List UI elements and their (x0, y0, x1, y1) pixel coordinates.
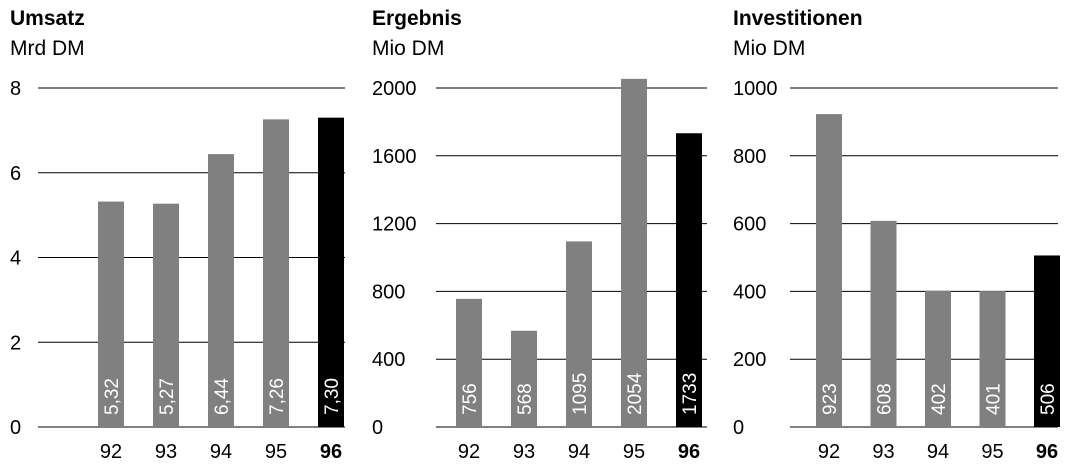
y-tick-label: 200 (733, 349, 766, 371)
bar (925, 290, 951, 427)
bar (153, 203, 179, 427)
bar (676, 133, 702, 427)
chart-1: Umsatz Mrd DM 0 2 4 6 8 5,32 92 5,27 93 6,44 94 7,26 9… (10, 7, 345, 463)
x-category-label: 96 (1036, 441, 1058, 463)
y-tick-label: 6 (10, 163, 21, 185)
y-tick-label: 2000 (372, 78, 417, 100)
x-category-label: 95 (623, 441, 645, 463)
bar (979, 291, 1006, 427)
bar-value-label: 6,44 (212, 378, 233, 415)
x-category-label: 93 (872, 441, 894, 463)
bar (98, 201, 124, 427)
bar-value-label: 2054 (625, 372, 646, 415)
bar-value-label: 402 (929, 383, 950, 415)
chart-title: Investitionen (733, 7, 863, 30)
bar (870, 220, 897, 427)
chart-title: Umsatz (10, 7, 85, 30)
bar (566, 241, 592, 427)
y-tick-label: 8 (10, 78, 21, 100)
x-category-label: 93 (155, 441, 177, 463)
bar-value-label: 7,30 (322, 378, 343, 415)
bar-value-label: 1733 (680, 373, 701, 415)
bar (511, 330, 537, 427)
x-category-label: 94 (927, 441, 949, 463)
bar-value-label: 506 (1038, 383, 1059, 415)
chart-title: Ergebnis (372, 7, 462, 30)
bar (1034, 255, 1060, 427)
bar (318, 117, 344, 427)
x-category-label: 95 (981, 441, 1003, 463)
bar-value-label: 756 (460, 383, 481, 415)
x-category-label: 96 (678, 441, 700, 463)
x-category-label: 92 (458, 441, 480, 463)
y-tick-label: 400 (372, 349, 405, 371)
x-category-label: 94 (568, 441, 590, 463)
bar-value-label: 5,32 (102, 378, 123, 415)
bar-value-label: 608 (875, 383, 896, 415)
x-category-label: 93 (513, 441, 535, 463)
bar-value-label: 7,26 (267, 378, 288, 415)
x-category-label: 92 (100, 441, 122, 463)
chart-unit: Mrd DM (10, 37, 85, 60)
y-tick-label: 600 (733, 214, 766, 236)
y-tick-label: 2 (10, 332, 21, 354)
chart-3: Investitionen Mio DM 0 200 400 600 800 1000 923 9… (733, 7, 1060, 463)
bar-value-label: 568 (515, 383, 536, 415)
bar (621, 78, 647, 428)
x-category-label: 94 (210, 441, 232, 463)
x-category-label: 92 (818, 441, 840, 463)
bar-value-label: 1095 (570, 373, 591, 415)
y-tick-label: 0 (10, 417, 21, 439)
y-tick-label: 4 (10, 248, 21, 270)
chart-2: Ergebnis Mio DM 0 400 800 1200 1600 2000 756 92 56… (372, 7, 707, 463)
y-tick-label: 800 (372, 281, 405, 303)
x-category-label: 96 (320, 441, 342, 463)
chart-unit: Mio DM (372, 37, 444, 60)
y-tick-label: 1600 (372, 146, 417, 168)
bar-value-label: 401 (984, 383, 1005, 415)
bar (456, 298, 482, 427)
y-tick-label: 0 (372, 417, 383, 439)
x-category-label: 95 (265, 441, 287, 463)
bar-value-label: 923 (820, 383, 841, 415)
y-tick-label: 1200 (372, 214, 417, 236)
bar (208, 154, 234, 428)
y-tick-label: 800 (733, 146, 766, 168)
y-tick-label: 0 (733, 417, 744, 439)
y-tick-label: 1000 (733, 78, 778, 100)
bar (263, 119, 289, 428)
y-tick-label: 400 (733, 281, 766, 303)
chart-unit: Mio DM (733, 37, 805, 60)
bar-value-label: 5,27 (157, 378, 178, 415)
bar (816, 114, 842, 427)
